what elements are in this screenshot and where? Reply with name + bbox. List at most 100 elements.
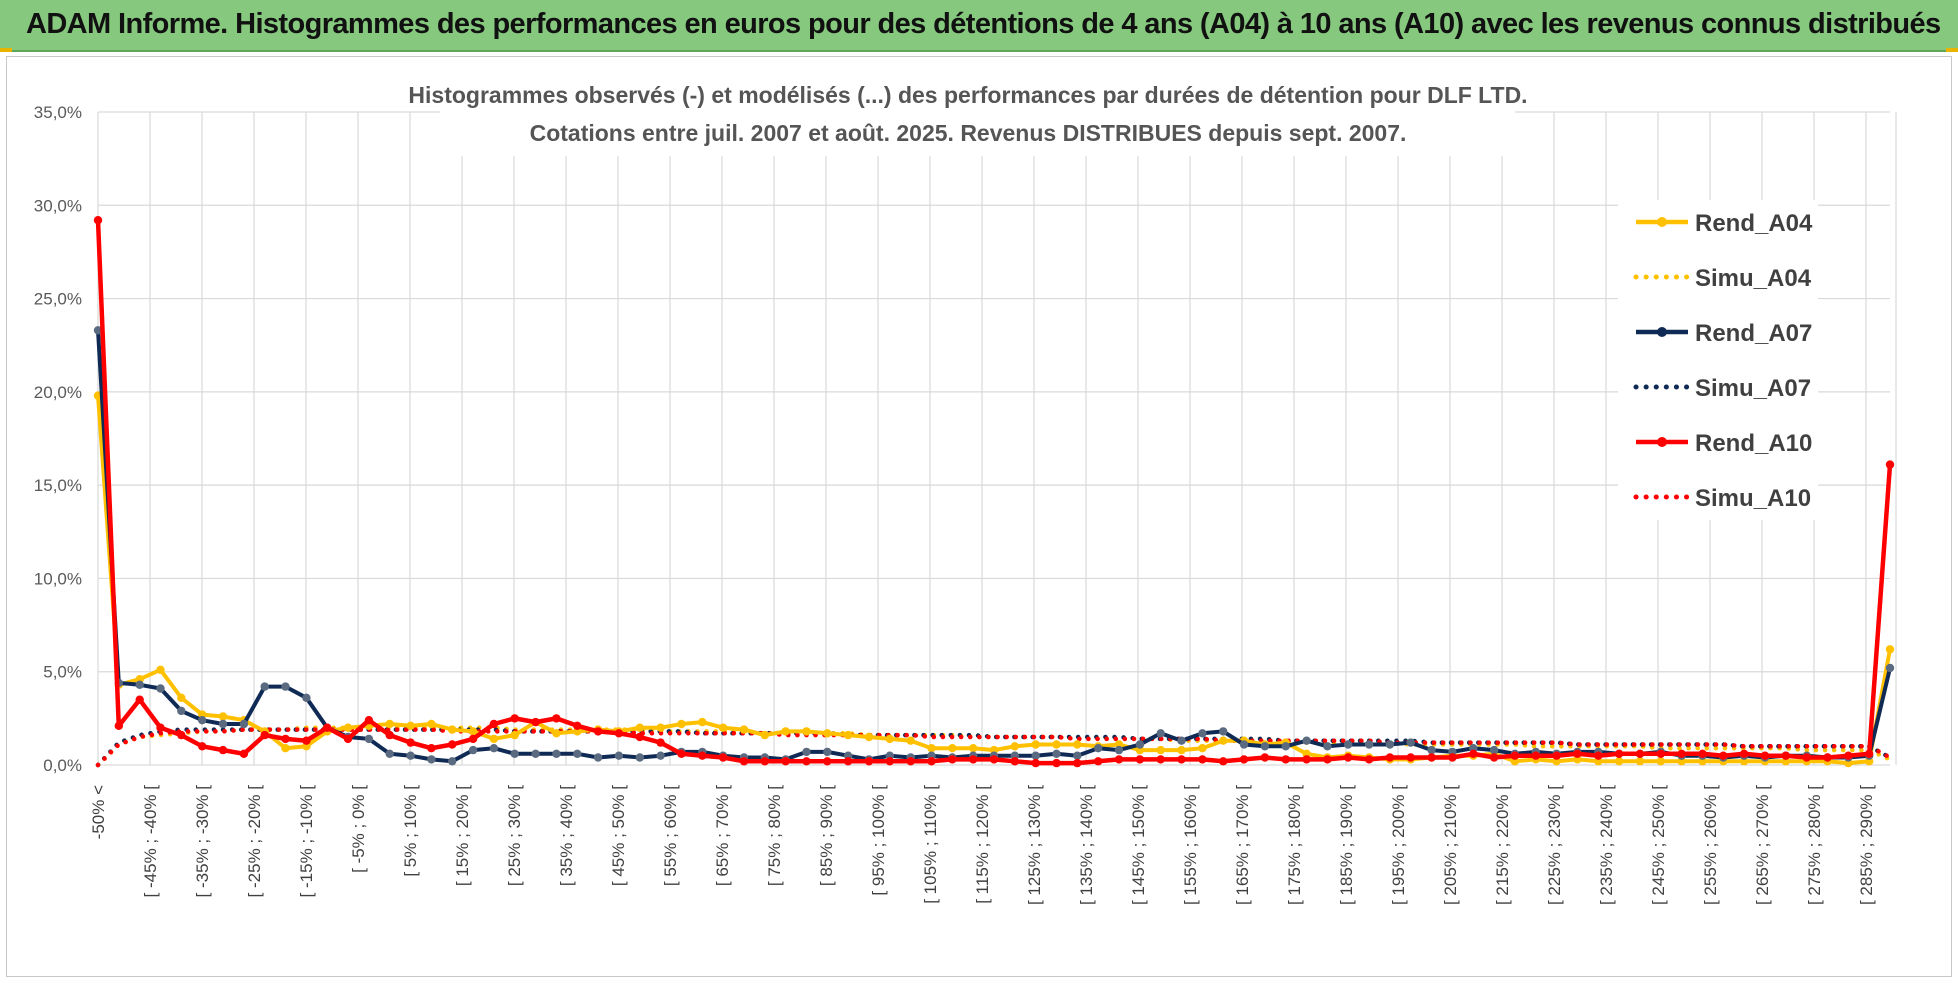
x-tick-label: [ -15% ; -10% [ [297,785,316,898]
legend-label: Rend_A10 [1695,430,1812,457]
data-point [302,693,311,702]
data-point [448,740,457,749]
data-point [573,721,582,730]
data-point [281,682,290,691]
x-tick-label: [ -45% ; -40% [ [141,785,160,898]
x-tick-label: [ 235% ; 240% [ [1597,785,1616,905]
legend-marker [1657,327,1667,337]
data-point [135,680,144,689]
data-point [1031,751,1040,760]
data-point [802,747,811,757]
x-tick-label: [ 145% ; 150% [ [1129,785,1148,905]
data-point [260,682,269,691]
data-point [1594,751,1603,760]
data-point [406,738,415,747]
x-tick-label: [ 105% ; 110% [ [921,785,940,904]
corner-marker-right [1946,48,1958,52]
data-point [364,734,374,744]
data-point [948,744,957,753]
x-tick-label: [ -35% ; -30% [ [193,785,212,898]
data-point [656,723,665,732]
data-point [385,719,394,729]
y-tick-label: 10,0% [34,569,82,588]
data-point [1781,751,1791,760]
data-point [1552,751,1561,760]
data-point [343,723,353,732]
report-title: ADAM Informe. Histogrammes des performan… [26,8,1941,40]
x-tick-label: [ 265% ; 270% [ [1753,785,1772,905]
data-point [843,757,853,766]
data-point [906,757,915,766]
legend-label: Simu_A07 [1695,375,1811,402]
data-point [1198,755,1207,764]
data-point [1010,757,1019,766]
data-point [1635,749,1645,758]
data-point [1198,729,1207,738]
x-tick-label: [ 135% ; 140% [ [1077,785,1096,905]
legend-label: Simu_A10 [1695,485,1811,512]
data-point [552,749,561,758]
data-point [343,734,353,744]
x-tick-label: [ 35% ; 40% [ [557,785,576,886]
data-point [1073,751,1082,760]
data-point [677,749,686,758]
series-line-simu_a10 [95,727,1893,768]
data-point [1489,745,1499,755]
data-point [468,727,478,736]
data-point [1865,749,1874,758]
legend: Rend_A04 Simu_A04 Rend_A07 Simu_A07 Rend_A10… [1618,200,1818,520]
data-point [573,749,582,758]
y-tick-label: 25,0% [34,290,82,309]
data-point [1614,757,1624,766]
data-point [1698,749,1707,758]
data-point [656,738,665,747]
data-point [510,730,519,740]
data-point [677,719,686,729]
x-tick-label: [ 275% ; 280% [ [1805,785,1824,905]
data-point [948,755,957,764]
data-point [1677,749,1686,758]
x-tick-label: [ -5% ; 0% [ [349,785,368,873]
subtitle-line-1: Histogrammes observés (-) et modélisés (… [408,82,1527,108]
data-point [1281,755,1290,764]
data-point [156,665,165,674]
data-point [823,747,832,757]
data-point [614,751,624,760]
gridlines [97,111,1897,766]
data-point [1364,755,1374,764]
data-point [177,706,186,716]
data-point [552,729,561,738]
data-point [531,749,540,758]
data-point [635,732,644,742]
data-point [1177,736,1186,745]
x-tick-label: [ 285% ; 290% [ [1857,785,1876,905]
y-tick-label: 20,0% [34,383,82,402]
data-point [218,712,228,721]
data-point [1635,757,1645,766]
x-tick-label: [ 85% ; 90% [ [817,785,836,886]
data-point [531,717,540,727]
data-point [156,684,165,693]
data-point [489,719,499,729]
data-point [718,753,728,762]
x-tick-label: [ 255% ; 260% [ [1701,785,1720,905]
x-tick-label: [ 5% ; 10% [ [401,785,420,877]
data-point [385,749,394,758]
data-point [468,734,478,744]
data-point [177,730,186,740]
data-point [1510,751,1520,760]
data-point [885,757,894,766]
data-point [1385,740,1395,749]
x-tick-label: [ 215% ; 220% [ [1493,785,1512,905]
data-point [1448,753,1457,762]
y-tick-label: 0,0% [43,756,82,775]
data-point [802,727,811,736]
legend-label: Simu_A04 [1695,265,1812,292]
data-point [760,757,769,766]
x-tick-label: [ 185% ; 190% [ [1337,785,1356,905]
y-tick-label: 30,0% [34,196,82,215]
data-point [927,757,936,766]
data-point [510,749,519,758]
data-point [1073,740,1082,749]
data-point [1802,753,1811,762]
